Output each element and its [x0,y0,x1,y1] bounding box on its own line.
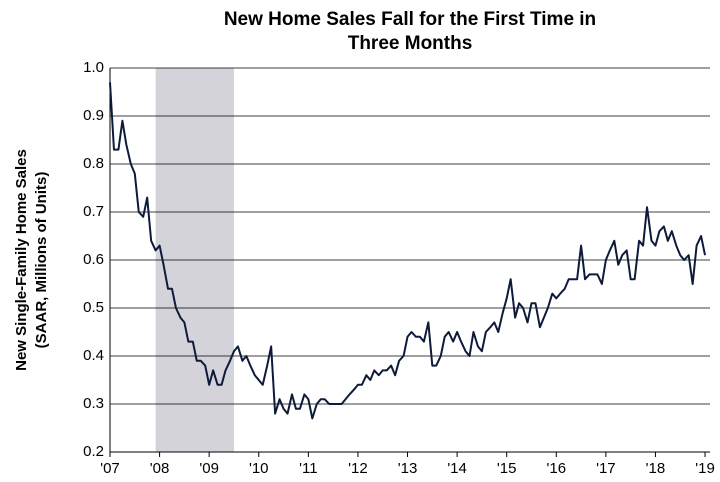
x-tick-label: '17 [596,460,616,477]
y-tick-label: 0.8 [83,155,104,172]
x-tick-label: '19 [695,460,715,477]
y-tick-label: 0.3 [83,395,104,412]
chart-title: New Home Sales Fall for the First Time i… [224,9,596,30]
y-axis-label: (SAAR, Millions of Units) [33,172,50,349]
y-tick-label: 0.4 [83,347,104,364]
y-tick-label: 1.0 [83,59,104,76]
x-tick-label: '07 [100,460,120,477]
x-tick-label: '11 [299,460,317,477]
y-tick-label: 0.5 [83,299,104,316]
y-tick-label: 0.6 [83,251,104,268]
x-tick-label: '14 [447,460,467,477]
x-tick-label: '12 [348,460,368,477]
y-tick-label: 0.9 [83,107,104,124]
x-tick-label: '13 [398,460,418,477]
x-tick-label: '10 [249,460,269,477]
y-tick-label: 0.7 [83,203,104,220]
x-tick-label: '18 [646,460,666,477]
y-tick-label: 0.2 [83,443,104,460]
data-line [109,82,707,420]
x-tick-label: '15 [497,460,517,477]
x-tick-label: '08 [150,460,170,477]
y-axis-label: New Single-Family Home Sales [13,149,30,371]
chart-title: Three Months [348,33,473,54]
x-tick-label: '16 [546,460,566,477]
x-tick-label: '09 [199,460,219,477]
